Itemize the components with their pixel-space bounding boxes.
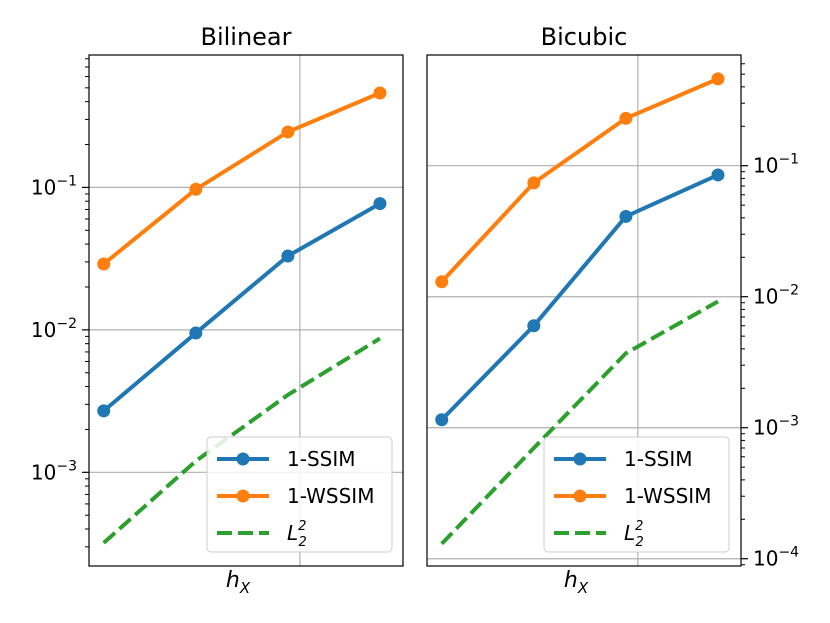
y-tick-label: 10−3 bbox=[31, 458, 77, 484]
legend-label-l2: L2 2 bbox=[287, 519, 307, 550]
legend-label-wssim: 1-WSSIM bbox=[287, 484, 374, 508]
series-line-l2 bbox=[440, 299, 719, 546]
x-axis-label: hX bbox=[226, 568, 251, 597]
legend-marker-ssim bbox=[236, 452, 250, 466]
plot-frame bbox=[88, 54, 404, 567]
legend-label-ssim: 1-SSIM bbox=[287, 447, 356, 471]
y-tick-label: 10−1 bbox=[753, 152, 799, 178]
chart-title: Bilinear bbox=[200, 23, 291, 51]
y-tick-label: 10−3 bbox=[753, 414, 799, 440]
legend: 1-SSIM 1-WSSIM L2 2 bbox=[206, 436, 393, 553]
data-point-ssim bbox=[373, 197, 387, 211]
data-point-wssim bbox=[373, 86, 387, 100]
data-point-ssim bbox=[711, 168, 725, 182]
y-tick-label: 10−1 bbox=[31, 173, 77, 199]
series-line-wssim bbox=[440, 77, 719, 284]
legend-label-l2: L2 2 bbox=[624, 519, 644, 550]
data-point-ssim bbox=[189, 326, 203, 340]
data-point-wssim bbox=[619, 111, 633, 125]
data-point-wssim bbox=[189, 182, 203, 196]
legend-marker-ssim bbox=[573, 452, 587, 466]
y-tick-label: 10−2 bbox=[31, 316, 77, 342]
data-point-wssim bbox=[281, 125, 295, 139]
legend: 1-SSIM 1-WSSIM L2 2 bbox=[543, 436, 730, 553]
data-point-ssim bbox=[281, 249, 295, 263]
legend-marker-wssim bbox=[236, 489, 250, 503]
data-point-ssim bbox=[527, 319, 541, 333]
y-tick-label: 10−4 bbox=[753, 545, 799, 571]
data-point-ssim bbox=[435, 413, 449, 427]
series-line-wssim bbox=[102, 91, 381, 266]
x-axis-label: hX bbox=[564, 568, 589, 597]
series-line-l2 bbox=[102, 336, 382, 545]
legend-label-wssim: 1-WSSIM bbox=[624, 484, 711, 508]
data-point-wssim bbox=[97, 257, 111, 271]
plot-frame bbox=[426, 54, 742, 567]
data-point-wssim bbox=[435, 275, 449, 289]
data-point-ssim bbox=[619, 209, 633, 223]
series-line-ssim bbox=[440, 173, 719, 422]
legend-box bbox=[543, 436, 730, 553]
data-point-wssim bbox=[527, 176, 541, 190]
legend-label-ssim: 1-SSIM bbox=[624, 447, 693, 471]
data-point-wssim bbox=[711, 72, 725, 86]
chart-panel-2: 10−4 10−3 10−2 10−1 Bicubic hX 1-SSIM 1-WSSIM L2… bbox=[426, 23, 799, 597]
legend-marker-wssim bbox=[573, 489, 587, 503]
series-line-ssim bbox=[102, 201, 381, 413]
legend-box bbox=[206, 436, 393, 553]
data-point-ssim bbox=[97, 404, 111, 418]
chart-panel-1: 10−3 10−2 10−1 Bilinear hX 1-SSIM 1-WSSIM L2 2 bbox=[31, 23, 404, 597]
y-tick-label: 10−2 bbox=[753, 283, 799, 309]
chart-title: Bicubic bbox=[541, 23, 628, 51]
